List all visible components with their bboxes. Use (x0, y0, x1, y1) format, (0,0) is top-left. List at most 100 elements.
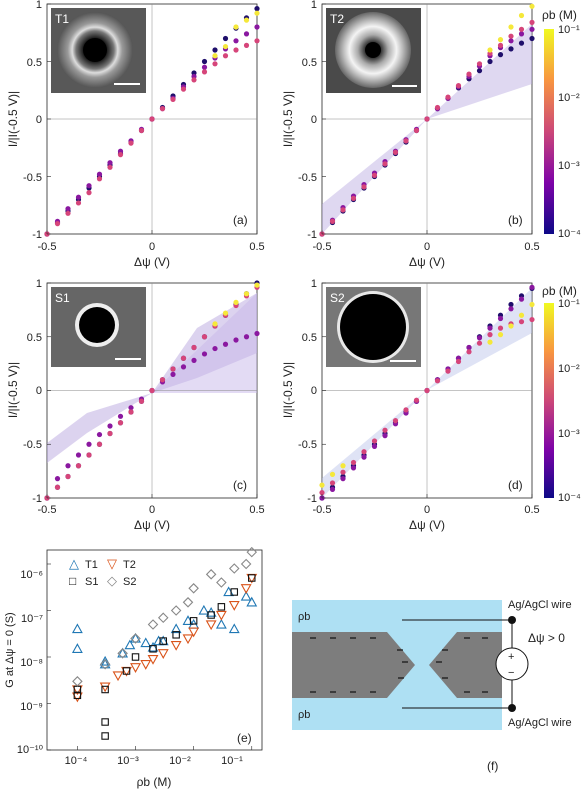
data-point (243, 31, 250, 37)
membrane-left (292, 632, 415, 698)
data-point (403, 138, 409, 144)
data-point (518, 40, 525, 46)
data-point (96, 431, 103, 438)
data-point (350, 195, 357, 201)
data-point (201, 58, 208, 65)
data-point (254, 10, 260, 16)
panel-a-ytick-4: 0.5 (27, 57, 42, 69)
panel-c-ytick-5: 1 (36, 278, 42, 290)
data-point-t2 (112, 671, 124, 682)
data-point (75, 463, 82, 469)
panel-e-ytick-2: 10⁻⁹ (20, 701, 43, 713)
panel-d-ylabel: I/|I(-0.5 V)| (281, 362, 295, 418)
panel-d-xlabel: Δψ (V) (409, 518, 445, 532)
panel-e-frame (46, 549, 263, 751)
panel-a-ytick-1: -1 (32, 229, 42, 241)
data-point (497, 52, 504, 58)
data-point-t1 (71, 643, 83, 653)
data-point (243, 17, 250, 23)
data-point (371, 443, 378, 449)
data-point (518, 296, 525, 302)
data-point (212, 345, 218, 352)
data-point (529, 301, 535, 308)
data-point (518, 12, 525, 19)
data-point (497, 315, 504, 322)
data-point-t1 (71, 623, 83, 634)
data-point (392, 149, 399, 155)
data-point (361, 454, 367, 460)
data-point (476, 61, 483, 67)
panel-b-points (319, 3, 535, 237)
data-point (445, 368, 451, 374)
data-point-t2 (130, 663, 141, 673)
colorbar-d-label: ρb (M) (542, 284, 577, 298)
colorbar-d-gradient (544, 303, 554, 498)
panel-a-letter: (a) (233, 213, 248, 227)
data-point (191, 77, 197, 83)
data-point (96, 176, 103, 182)
data-point (138, 398, 145, 404)
data-point-t1 (246, 596, 258, 607)
data-point (518, 31, 525, 37)
data-point-t2 (182, 634, 194, 645)
data-point (201, 334, 208, 340)
data-point (508, 301, 514, 308)
data-point (86, 183, 92, 189)
rho-bottom-label: ρb (298, 709, 310, 721)
data-point-s2 (147, 619, 159, 630)
data-point-s1 (101, 732, 109, 740)
panel-a-ytick-5: 1 (36, 0, 42, 11)
data-point (254, 38, 260, 44)
data-point (96, 441, 103, 447)
data-point-s1 (159, 637, 167, 645)
data-point (54, 484, 61, 490)
colorbar-b-tick-2: 10⁻² (558, 92, 580, 104)
data-point (117, 152, 124, 158)
panel-a-inset-label: T1 (55, 12, 69, 26)
data-point-s1 (131, 653, 140, 661)
panel-f: ρb ρb + − Δψ > 0 Ag/AgCl wire Ag/AgCl wi… (292, 599, 572, 773)
data-point-t1 (170, 623, 182, 634)
data-point (529, 35, 535, 42)
data-point (487, 58, 493, 65)
data-point (254, 6, 260, 12)
panel-d-ytick-4: 0.5 (302, 332, 317, 344)
data-point (233, 47, 239, 53)
data-point (75, 452, 82, 458)
panel-c-ylabel: I/|I(-0.5 V)| (6, 362, 20, 418)
panel-a-ytick-3: 0 (36, 114, 42, 126)
data-point-t2 (147, 654, 159, 665)
panel-a-points (44, 6, 260, 237)
panel-d-xtick-1: -0.5 (313, 504, 332, 516)
data-point (529, 316, 535, 323)
data-point-t1 (228, 623, 240, 634)
data-point (54, 221, 61, 227)
panel-e-xlabel: ρb (M) (137, 775, 172, 789)
colorbar-d-tick-2: 10⁻² (558, 363, 580, 375)
colorbar-b-tick-3: 10⁻³ (558, 160, 580, 172)
panel-a-ylabel: I/|I(-0.5 V)| (6, 91, 20, 147)
data-point (222, 53, 229, 59)
data-point (424, 116, 430, 122)
data-point (65, 463, 71, 469)
data-point (487, 332, 493, 338)
data-point (487, 339, 493, 345)
panel-b-shaded-band (322, 24, 532, 234)
legend-s1-label: S1 (85, 576, 98, 588)
data-point (233, 337, 239, 343)
data-point (508, 46, 514, 52)
panel-b-xtick-1: -0.5 (313, 241, 332, 253)
data-point-t1 (130, 632, 141, 643)
panel-e-ytick-5: 10⁻⁶ (20, 569, 43, 581)
colorbar-b-tick-1: 10⁻¹ (558, 24, 580, 36)
data-point (497, 332, 504, 338)
data-point (518, 26, 525, 32)
data-point (413, 127, 420, 134)
data-point (508, 306, 514, 312)
data-point (117, 413, 124, 419)
panel-e-xtick-2: 10⁻³ (117, 755, 139, 767)
legend-t2-label: T2 (123, 559, 136, 571)
panel-a-pore-center (83, 38, 107, 62)
legend-t1-marker: △ (69, 556, 79, 571)
data-point (128, 140, 134, 146)
